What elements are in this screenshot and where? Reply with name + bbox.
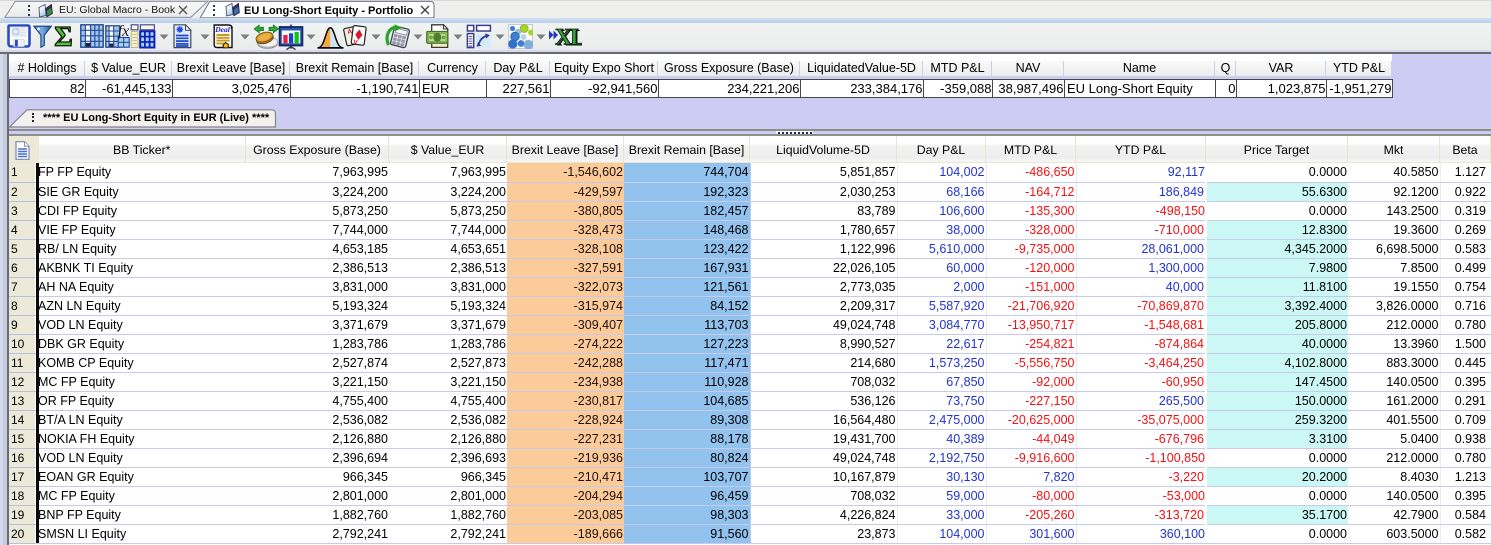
svg-text:Deal: Deal [214,25,230,34]
svg-text:Σ: Σ [54,23,72,51]
svg-text:V: V [353,38,359,46]
svg-text:fx: fx [118,24,130,40]
svg-text:XL: XL [557,26,583,50]
svg-text:A: A [347,28,353,36]
svg-text:XL: XL [555,24,582,49]
